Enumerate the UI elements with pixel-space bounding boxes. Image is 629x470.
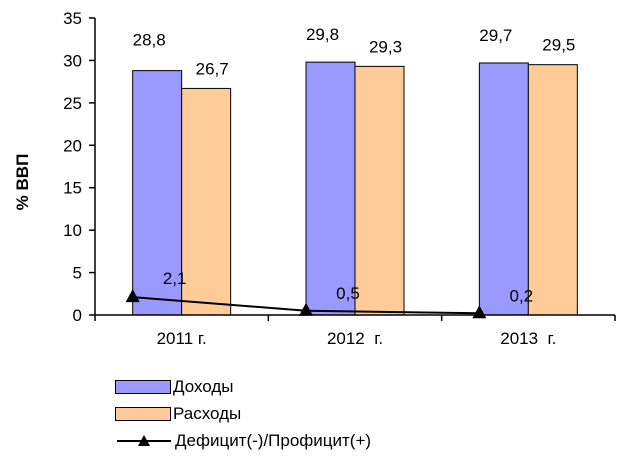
legend-swatch-expenses — [115, 406, 171, 421]
balance-point — [472, 305, 487, 319]
balance-point — [125, 289, 140, 303]
data-label-expenses: 29,5 — [542, 36, 575, 55]
bar-income — [478, 62, 529, 316]
x-tick-label: 2013 г. — [500, 329, 556, 348]
y-tick-label: 30 — [63, 51, 82, 70]
balance-point — [299, 302, 313, 316]
legend-label-expenses: Расходы — [173, 403, 242, 423]
data-label-expenses: 26,7 — [196, 59, 229, 78]
legend-item-balance: Дефицит(-)/Профицит(+) — [115, 427, 371, 454]
bar-income — [305, 61, 356, 316]
legend: Доходы Расходы Дефицит(-)/Профицит(+) — [115, 373, 371, 454]
data-label-income: 29,7 — [479, 26, 512, 45]
legend-label-income: Доходы — [173, 376, 234, 396]
bar-expenses — [354, 65, 405, 316]
y-axis-label: % ВВП — [13, 154, 32, 211]
data-label-balance: 0,5 — [336, 284, 360, 303]
y-tick-label: 25 — [63, 94, 82, 113]
data-label-income: 29,8 — [306, 25, 339, 44]
legend-label-balance: Дефицит(-)/Профицит(+) — [175, 430, 372, 450]
x-tick-label: 2011 г. — [157, 329, 207, 348]
data-label-expenses: 29,3 — [369, 37, 402, 56]
data-label-income: 28,8 — [133, 31, 166, 50]
y-tick-label: 20 — [63, 136, 82, 155]
data-label-balance: 2,1 — [163, 269, 187, 288]
legend-line-triangle-icon — [117, 434, 171, 446]
data-label-balance: 0,2 — [510, 286, 534, 305]
legend-item-income: Доходы — [115, 373, 371, 400]
bar-expenses — [527, 64, 578, 316]
x-tick-label: 2012 г. — [327, 329, 383, 348]
y-tick-label: 35 — [63, 9, 82, 28]
legend-item-expenses: Расходы — [115, 400, 371, 427]
y-tick-label: 10 — [63, 221, 82, 240]
bar-income — [132, 70, 183, 316]
y-tick-label: 15 — [63, 179, 82, 198]
bar-expenses — [181, 87, 232, 316]
y-tick-label: 5 — [73, 264, 82, 283]
y-tick-label: 0 — [73, 306, 82, 325]
legend-swatch-income — [115, 379, 171, 394]
